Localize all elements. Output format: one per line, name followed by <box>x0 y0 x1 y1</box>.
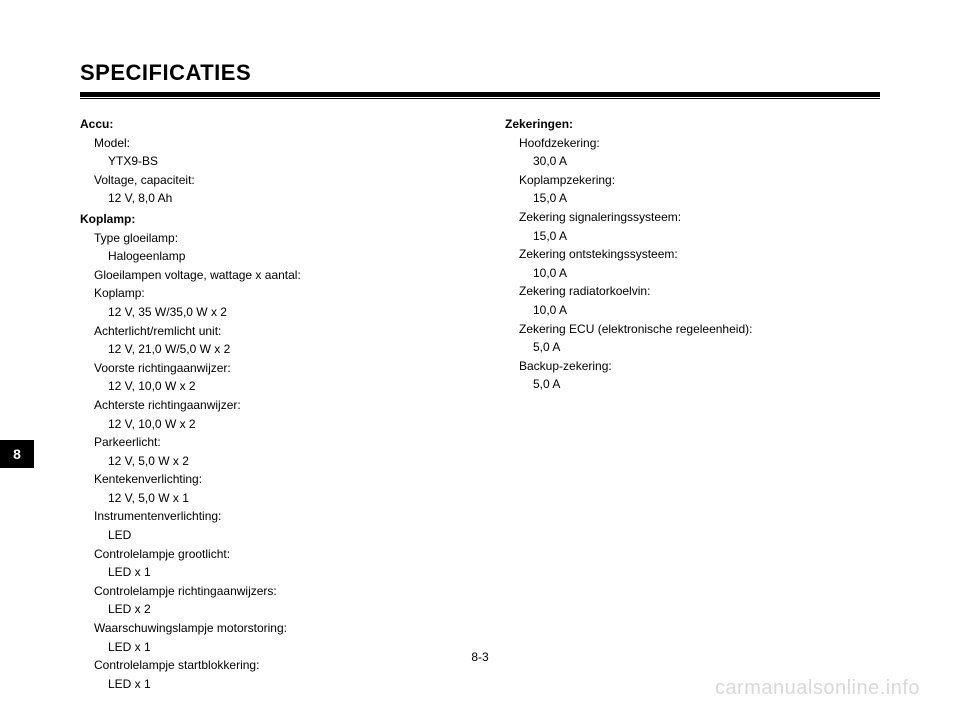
spec-value: 12 V, 10,0 W x 2 <box>108 377 455 396</box>
spec-label: Instrumentenverlichting: <box>94 507 455 526</box>
spec-label: Voltage, capaciteit: <box>94 171 455 190</box>
content-columns: Accu:Model:YTX9-BSVoltage, capaciteit:12… <box>80 113 880 693</box>
page-number: 8-3 <box>0 650 960 664</box>
spec-label: Hoofdzekering: <box>519 134 880 153</box>
spec-value: 5,0 A <box>533 338 880 357</box>
spec-label: Zekering ECU (elektronische regeleenheid… <box>519 320 880 339</box>
spec-value: 12 V, 5,0 W x 2 <box>108 452 455 471</box>
spec-label: Voorste richtingaanwijzer: <box>94 359 455 378</box>
title-rule-thick <box>80 92 880 97</box>
spec-label: Kentekenverlichting: <box>94 470 455 489</box>
page: SPECIFICATIES Accu:Model:YTX9-BSVoltage,… <box>0 0 960 718</box>
spec-value: 15,0 A <box>533 189 880 208</box>
section-heading: Koplamp: <box>80 210 455 229</box>
spec-value: 12 V, 35 W/35,0 W x 2 <box>108 303 455 322</box>
spec-label: Zekering ontstekingssysteem: <box>519 245 880 264</box>
spec-value: 12 V, 8,0 Ah <box>108 189 455 208</box>
watermark: carmanualsonline.info <box>715 677 920 700</box>
section-tab: 8 <box>0 440 34 468</box>
right-column: Zekeringen:Hoofdzekering:30,0 AKoplampze… <box>505 113 880 693</box>
spec-value: LED x 2 <box>108 600 455 619</box>
page-title: SPECIFICATIES <box>80 60 880 86</box>
spec-label: Gloeilampen voltage, wattage x aantal: <box>94 266 455 285</box>
spec-value: 10,0 A <box>533 301 880 320</box>
spec-label: Controlelampje richtingaanwijzers: <box>94 582 455 601</box>
spec-value: 12 V, 5,0 W x 1 <box>108 489 455 508</box>
spec-label: Koplamp: <box>94 284 455 303</box>
spec-value: 12 V, 10,0 W x 2 <box>108 415 455 434</box>
spec-value: 15,0 A <box>533 227 880 246</box>
spec-value: LED <box>108 526 455 545</box>
spec-label: Parkeerlicht: <box>94 433 455 452</box>
spec-label: Type gloeilamp: <box>94 229 455 248</box>
spec-label: Zekering signaleringssysteem: <box>519 208 880 227</box>
spec-value: LED x 1 <box>108 675 455 694</box>
title-rule-thin <box>80 98 880 99</box>
spec-label: Waarschuwingslampje motorstoring: <box>94 619 455 638</box>
spec-value: 12 V, 21,0 W/5,0 W x 2 <box>108 340 455 359</box>
section-heading: Accu: <box>80 115 455 134</box>
spec-value: 30,0 A <box>533 152 880 171</box>
spec-value: YTX9-BS <box>108 152 455 171</box>
spec-label: Model: <box>94 134 455 153</box>
spec-label: Zekering radiatorkoelvin: <box>519 282 880 301</box>
spec-value: 10,0 A <box>533 264 880 283</box>
spec-label: Achterlicht/remlicht unit: <box>94 322 455 341</box>
spec-label: Koplampzekering: <box>519 171 880 190</box>
spec-value: 5,0 A <box>533 375 880 394</box>
spec-value: LED x 1 <box>108 563 455 582</box>
spec-label: Achterste richtingaanwijzer: <box>94 396 455 415</box>
spec-value: Halogeenlamp <box>108 247 455 266</box>
spec-label: Backup-zekering: <box>519 357 880 376</box>
spec-label: Controlelampje grootlicht: <box>94 545 455 564</box>
section-heading: Zekeringen: <box>505 115 880 134</box>
left-column: Accu:Model:YTX9-BSVoltage, capaciteit:12… <box>80 113 455 693</box>
